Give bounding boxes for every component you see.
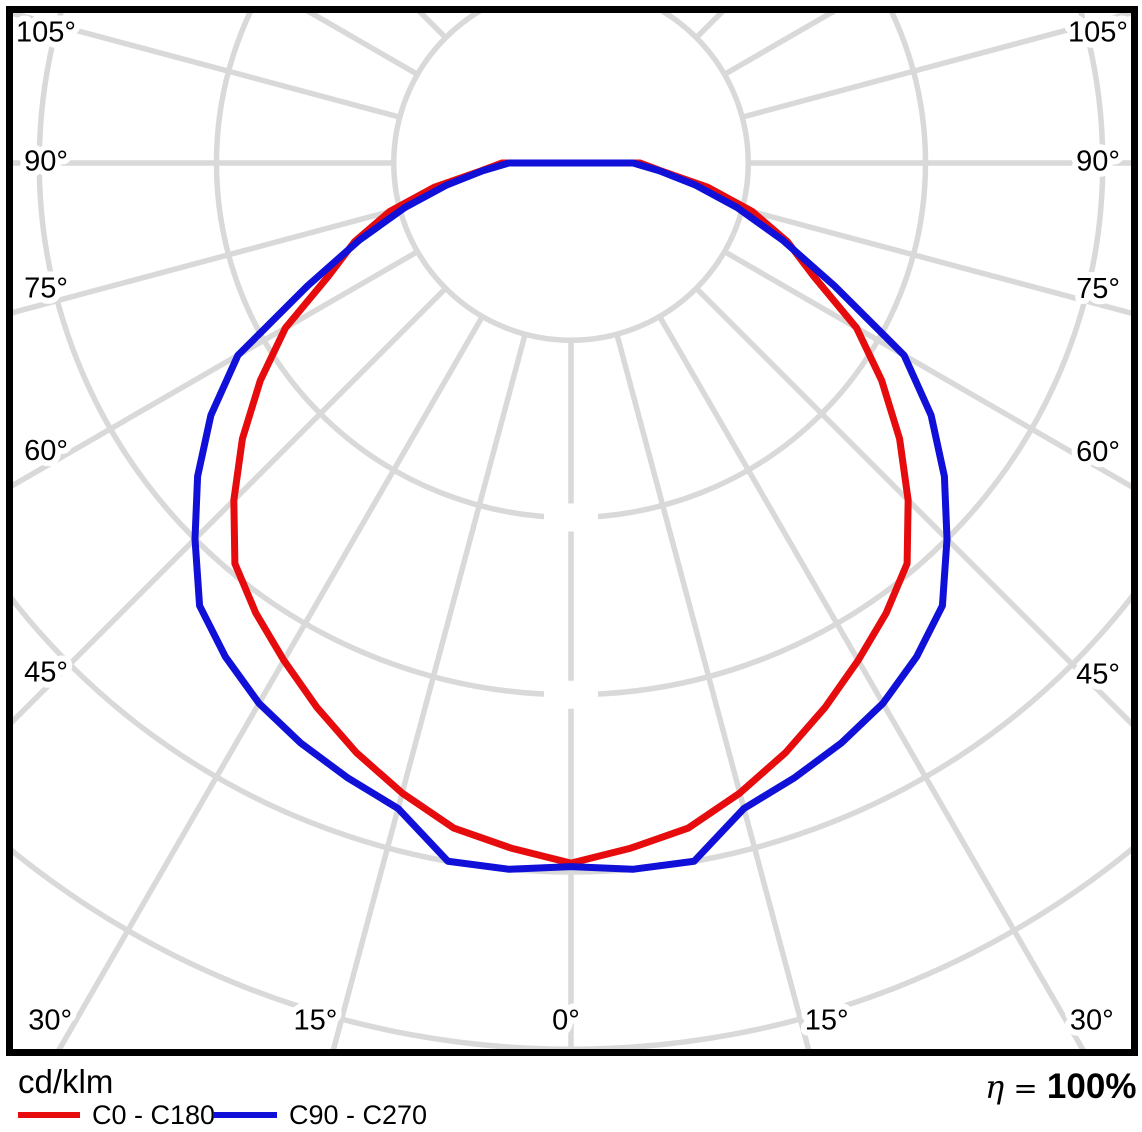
eta-equals: = [1004, 1071, 1047, 1105]
grid-spoke [13, 286, 448, 725]
grid-spoke [56, 315, 485, 1049]
grid-spoke [657, 315, 1086, 1049]
angle-label: 75° [24, 272, 68, 304]
eta-symbol: η [985, 1068, 1004, 1106]
plot-frame [6, 6, 1138, 1056]
efficiency-text: η = 100% [985, 1067, 1136, 1106]
curve-c90-c270 [191, 159, 951, 873]
grid-spoke [723, 249, 1131, 490]
angle-label: 90° [1076, 146, 1120, 178]
legend-item-c90-c270: C90 - C270 [213, 1100, 427, 1130]
grid-spoke [741, 13, 1131, 120]
angle-label: 0° [552, 1005, 580, 1037]
angle-label: 30° [1070, 1005, 1114, 1037]
radial-scale-gap [544, 503, 598, 532]
grid-spoke [13, 249, 419, 489]
grid-ring [391, 13, 751, 343]
footer: cd/klm η = 100% C0 - C180 C90 - C270 [18, 1063, 1136, 1130]
legend-label-c90-c270: C90 - C270 [289, 1100, 427, 1130]
radial-scale-gaps [544, 503, 598, 709]
grid-spoke [741, 206, 1131, 316]
grid-spoke [13, 206, 401, 316]
angle-label: 60° [24, 435, 68, 467]
grid-spoke [13, 13, 401, 120]
angle-label: 60° [1076, 436, 1120, 468]
grid-spoke [694, 286, 1131, 727]
angle-label: 45° [1076, 659, 1120, 691]
grid-spoke [330, 333, 528, 1049]
angle-label: 105° [16, 17, 76, 49]
eta-value: 100% [1047, 1067, 1137, 1106]
angle-labels: 105° 90° 75° 60° 45° 30° 15° 0° 15° 30° 45° 60° 75° 9… [10, 11, 1134, 1043]
intensity-curves [191, 159, 951, 873]
curve-c0-c180 [230, 159, 912, 867]
legend-item-c0-c180: C0 - C180 [18, 1100, 215, 1130]
angle-label: 105° [1068, 17, 1128, 49]
angle-label: 75° [1076, 273, 1120, 305]
angle-label: 15° [293, 1005, 337, 1037]
radial-scale-gap [544, 680, 598, 709]
angle-label: 45° [24, 657, 68, 689]
angle-label: 15° [805, 1005, 849, 1037]
unit-label: cd/klm [18, 1063, 113, 1100]
legend-label-c0-c180: C0 - C180 [92, 1100, 215, 1130]
legend: C0 - C180 C90 - C270 [18, 1100, 427, 1130]
angle-label: 90° [24, 146, 68, 178]
angle-label: 30° [28, 1005, 72, 1037]
grid-spoke [614, 333, 812, 1049]
